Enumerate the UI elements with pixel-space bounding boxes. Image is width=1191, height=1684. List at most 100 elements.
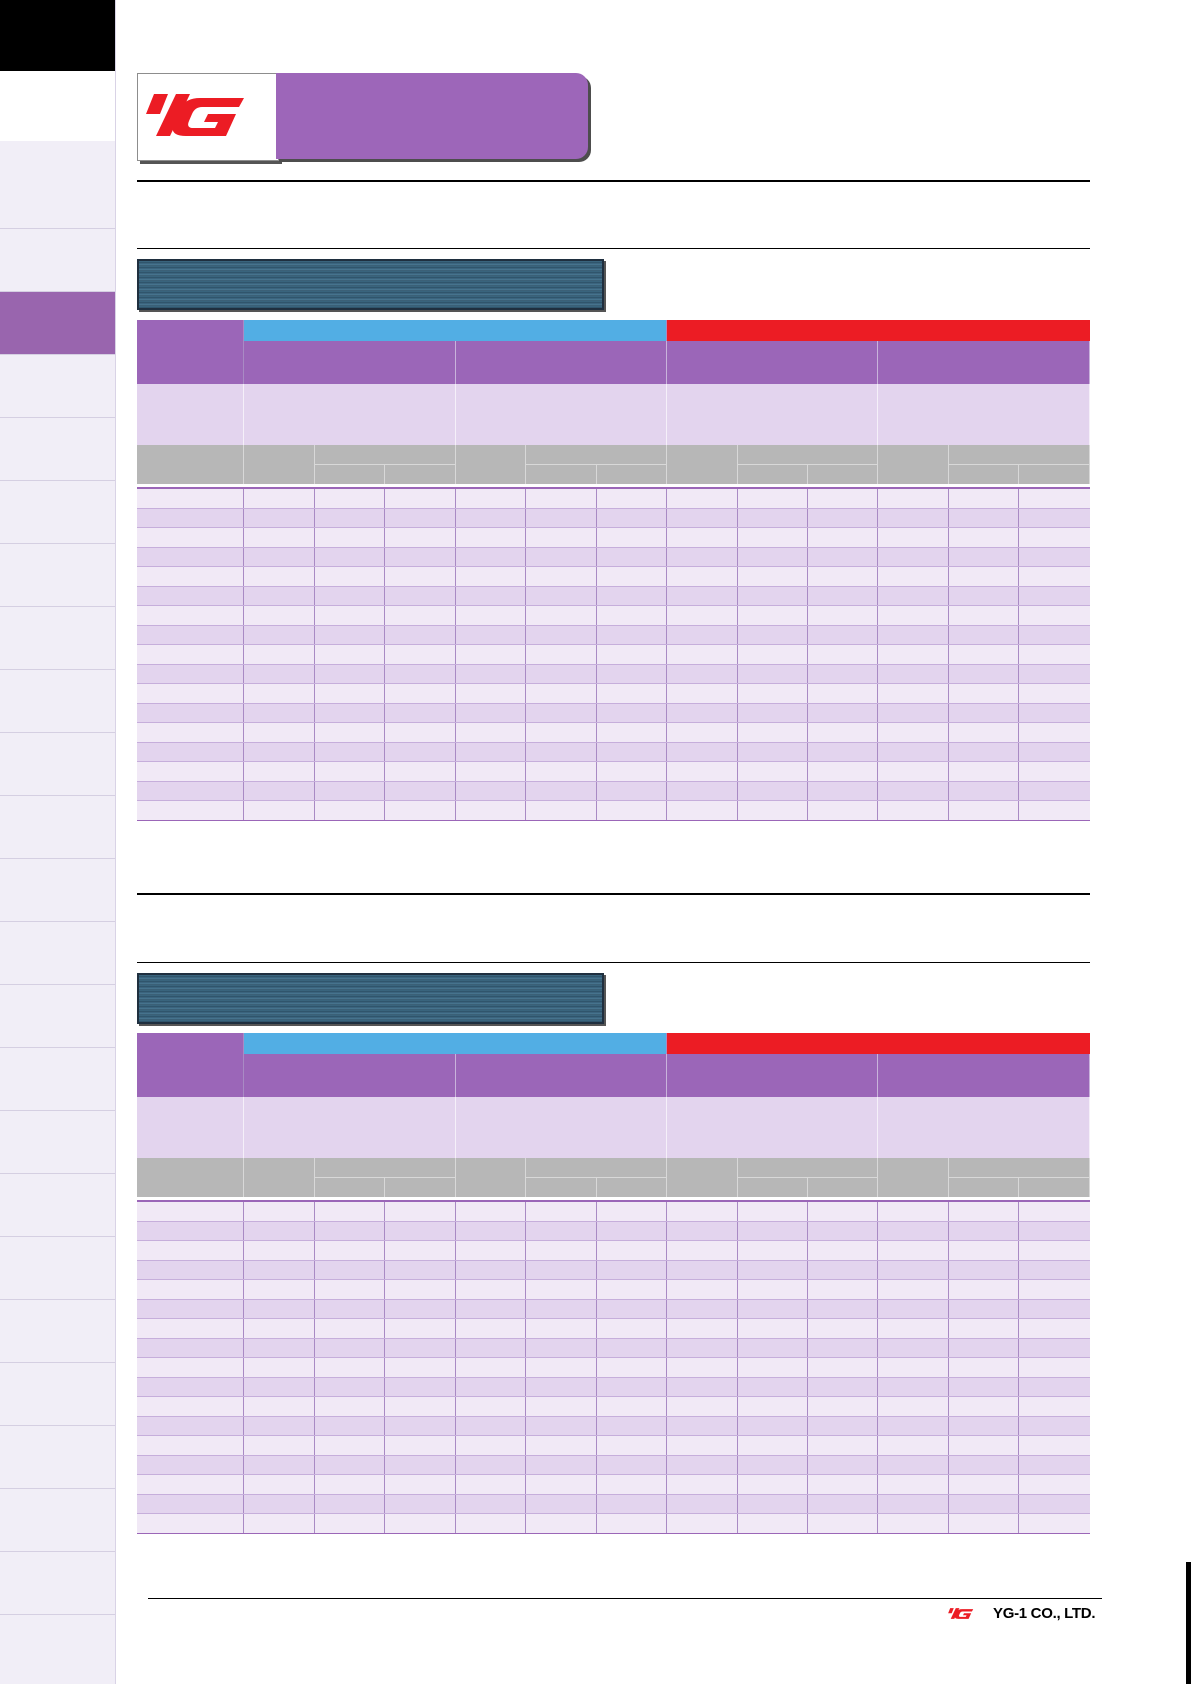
table-cell bbox=[137, 1201, 245, 1222]
sidebar-tab[interactable] bbox=[0, 544, 115, 607]
table-cell bbox=[243, 1338, 315, 1358]
table-cell bbox=[1018, 605, 1090, 626]
sidebar-tab[interactable] bbox=[0, 922, 115, 985]
table-cell bbox=[807, 1177, 879, 1197]
sidebar-tab[interactable] bbox=[0, 292, 115, 355]
table-cell bbox=[137, 547, 245, 567]
table-cell bbox=[384, 644, 456, 665]
table-cell bbox=[243, 1299, 315, 1319]
table-cell bbox=[384, 1318, 456, 1339]
table-cell bbox=[948, 547, 1020, 567]
table-cell bbox=[314, 781, 386, 801]
table-cell bbox=[666, 1299, 738, 1319]
table-cell bbox=[877, 1474, 949, 1495]
table-cell bbox=[877, 800, 949, 821]
table-cell bbox=[525, 527, 597, 548]
divider bbox=[137, 962, 1090, 963]
table-row bbox=[137, 547, 1090, 567]
table-cell bbox=[877, 508, 949, 528]
table-cell bbox=[243, 445, 315, 484]
table-header-row bbox=[137, 1158, 1091, 1197]
table-cell bbox=[737, 625, 809, 645]
table-row bbox=[137, 800, 1090, 821]
table-cell bbox=[1018, 781, 1090, 801]
table-cell bbox=[525, 1455, 597, 1475]
sidebar-tab[interactable] bbox=[0, 733, 115, 796]
sidebar-tab[interactable] bbox=[0, 670, 115, 733]
table-cell bbox=[314, 1474, 386, 1495]
table-cell bbox=[314, 1221, 386, 1241]
table-cell bbox=[137, 683, 245, 704]
sidebar-tab[interactable] bbox=[0, 1237, 115, 1300]
sidebar-tab[interactable] bbox=[0, 418, 115, 481]
sidebar-tab[interactable] bbox=[0, 1363, 115, 1426]
table-cell bbox=[807, 547, 879, 567]
table-cell bbox=[525, 1279, 597, 1300]
table-cell bbox=[455, 703, 527, 723]
table-cell bbox=[948, 1396, 1020, 1417]
table-cell bbox=[243, 586, 315, 606]
table-cell bbox=[807, 1318, 879, 1339]
table-cell bbox=[948, 488, 1020, 509]
sidebar-tab[interactable] bbox=[0, 1048, 115, 1111]
table-cell bbox=[666, 1118, 879, 1158]
table-cell bbox=[596, 1377, 668, 1397]
table-cell bbox=[596, 742, 668, 762]
table-cell bbox=[314, 605, 386, 626]
table-cell bbox=[384, 703, 456, 723]
table-cell bbox=[384, 1221, 456, 1241]
table-cell bbox=[666, 1338, 738, 1358]
table-cell bbox=[243, 761, 315, 782]
table-cell bbox=[384, 781, 456, 801]
sidebar bbox=[0, 0, 116, 1684]
sidebar-tab[interactable] bbox=[0, 607, 115, 670]
table-cell bbox=[243, 320, 668, 341]
sidebar-tab[interactable] bbox=[0, 1111, 115, 1174]
table-cell bbox=[596, 722, 668, 743]
table-cell bbox=[243, 1455, 315, 1475]
sidebar-tab[interactable] bbox=[0, 1489, 115, 1552]
table-cell bbox=[525, 1201, 597, 1222]
sidebar-tab[interactable] bbox=[0, 985, 115, 1048]
sidebar-tab[interactable] bbox=[0, 1552, 115, 1615]
table-cell bbox=[525, 547, 597, 567]
sidebar-tab[interactable] bbox=[0, 1174, 115, 1237]
table-cell bbox=[455, 1260, 527, 1280]
table-cell bbox=[1018, 1416, 1090, 1436]
table-cell bbox=[525, 761, 597, 782]
spec-table bbox=[137, 1033, 1091, 1534]
table-cell bbox=[877, 1097, 1090, 1118]
table-cell bbox=[455, 1221, 527, 1241]
sidebar-tab[interactable] bbox=[0, 229, 115, 292]
table-row bbox=[137, 1299, 1090, 1319]
table-cell bbox=[877, 605, 949, 626]
table-cell bbox=[596, 508, 668, 528]
table-cell bbox=[666, 1318, 738, 1339]
table-cell bbox=[314, 800, 386, 821]
table-cell bbox=[737, 1240, 809, 1261]
table-cell bbox=[666, 1455, 738, 1475]
sidebar-tab[interactable] bbox=[0, 355, 115, 418]
table-cell bbox=[1018, 464, 1090, 484]
table-cell bbox=[807, 1416, 879, 1436]
table-cell bbox=[314, 488, 386, 509]
sidebar-tab[interactable] bbox=[0, 166, 115, 229]
sidebar-tab[interactable] bbox=[0, 481, 115, 544]
table-cell bbox=[455, 800, 527, 821]
table-cell bbox=[737, 1158, 879, 1178]
table-cell bbox=[455, 1299, 527, 1319]
sidebar-tab[interactable] bbox=[0, 1426, 115, 1489]
table-cell bbox=[596, 464, 668, 484]
sidebar-tab[interactable] bbox=[0, 1300, 115, 1363]
sidebar-tab[interactable] bbox=[0, 796, 115, 859]
sidebar-tab[interactable] bbox=[0, 859, 115, 922]
table-header-row bbox=[137, 405, 1090, 445]
table-cell bbox=[525, 1416, 597, 1436]
table-cell bbox=[948, 1260, 1020, 1280]
table-row bbox=[137, 605, 1090, 626]
table-cell bbox=[525, 1377, 597, 1397]
table-cell bbox=[525, 1260, 597, 1280]
table-row bbox=[137, 1474, 1090, 1495]
table-cell bbox=[384, 664, 456, 684]
table-cell bbox=[737, 1299, 809, 1319]
